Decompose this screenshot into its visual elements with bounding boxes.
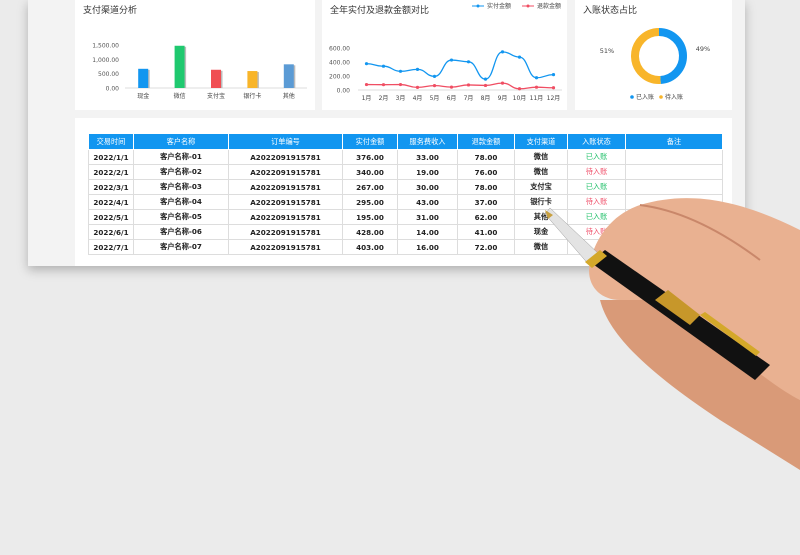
y-tick-label: 0.00: [106, 86, 120, 93]
legend-marker: [630, 95, 634, 99]
donut-slice-已入账: [658, 28, 687, 84]
data-point: [517, 55, 522, 59]
table-row: 2022/2/1 客户名称-02 A2022091915781 340.00 19.00…: [88, 164, 723, 180]
table-row: 2022/3/1 客户名称-03 A2022091915781 267.00 30.00…: [88, 179, 723, 195]
column-header[interactable]: 服务费收入: [397, 133, 458, 150]
x-tick-label: 现金: [137, 92, 149, 100]
bar-chart-card: 支付渠道分析 0.00 500.00 1,000.00 1,500.00 现金 微信 支付宝…: [75, 0, 315, 110]
data-point: [500, 81, 505, 85]
x-tick-label: 10月: [513, 95, 527, 102]
y-tick-label: 600.00: [329, 46, 350, 53]
data-point: [449, 85, 454, 89]
x-tick-label: 银行卡: [243, 92, 261, 100]
y-tick-label: 1,000.00: [92, 57, 119, 64]
data-point: [364, 82, 369, 87]
bar-现金: [138, 68, 149, 88]
donut-chart-card: 入账状态占比 49% 已入账 51% 待入账: [575, 0, 732, 110]
x-tick-label: 其他: [283, 92, 295, 100]
data-point: [398, 69, 403, 73]
bar-微信: [174, 45, 185, 88]
data-point: [432, 74, 437, 78]
series-line-实付金额: [366, 51, 554, 80]
x-tick-label: 3月: [396, 95, 406, 102]
data-point: [415, 85, 420, 90]
data-point: [398, 82, 403, 87]
data-point: [551, 73, 556, 77]
data-point: [500, 50, 505, 54]
legend-marker: [476, 4, 480, 8]
data-point: [364, 62, 369, 66]
x-tick-label: 7月: [464, 95, 474, 102]
column-header[interactable]: 入账状态: [567, 133, 626, 150]
donut-chart: 49% 已入账 51% 待入账: [600, 28, 710, 101]
x-tick-label: 1月: [362, 95, 372, 102]
data-point: [466, 60, 471, 64]
legend-label: 已入账: [636, 93, 654, 101]
legend-marker: [526, 4, 530, 8]
legend-label: 实付金额: [487, 2, 511, 10]
x-tick-label: 2月: [379, 95, 389, 102]
line-chart: 0.00 200.00 400.00 600.00 1月 2月 3月 4月 5月 6月 7月 8月 9月…: [329, 2, 562, 102]
line-chart-title: 全年实付及退款金额对比: [330, 6, 430, 16]
transactions-table: 交易时间 客户名称 订单编号 实付金额 服务费收入 退款金额 支付渠道 入账状态 备注 2022/…: [88, 133, 723, 255]
y-tick-label: 0.00: [337, 88, 351, 95]
column-header[interactable]: 订单编号: [228, 133, 343, 150]
data-point: [466, 83, 471, 87]
column-header[interactable]: 交易时间: [88, 133, 134, 150]
y-tick-label: 500.00: [98, 71, 119, 78]
table-cell[interactable]: A2022091915781: [228, 239, 343, 255]
data-point: [449, 58, 454, 62]
x-tick-label: 11月: [530, 95, 544, 102]
data-point: [517, 87, 522, 91]
column-header[interactable]: 实付金额: [342, 133, 398, 150]
donut-label: 51%: [600, 47, 614, 55]
x-tick-label: 支付宝: [207, 92, 225, 100]
bar-chart-title: 支付渠道分析: [83, 6, 138, 16]
donut-chart-title: 入账状态占比: [583, 6, 638, 16]
y-tick-label: 400.00: [329, 60, 350, 67]
donut-slice-待入账: [631, 28, 661, 84]
bar-chart: 0.00 500.00 1,000.00 1,500.00 现金 微信 支付宝 银行卡 其他: [92, 43, 307, 100]
table-cell[interactable]: 客户名称-07: [133, 239, 229, 255]
x-tick-label: 微信: [174, 92, 186, 100]
donut-label: 49%: [696, 45, 710, 53]
y-tick-label: 1,500.00: [92, 43, 119, 50]
data-point: [415, 67, 420, 71]
data-point: [432, 84, 437, 88]
bar-支付宝: [211, 69, 221, 88]
bar-银行卡: [247, 71, 258, 88]
series-line-退款金额: [366, 82, 554, 90]
x-tick-label: 5月: [430, 95, 440, 102]
column-header[interactable]: 支付渠道: [514, 133, 568, 150]
table-cell[interactable]: 微信: [514, 239, 568, 255]
data-point: [381, 64, 386, 68]
legend-label: 待入账: [665, 93, 683, 101]
x-tick-label: 4月: [413, 95, 423, 102]
x-tick-label: 8月: [481, 95, 491, 102]
data-point: [381, 83, 386, 87]
data-point: [534, 76, 539, 80]
bar-其他: [283, 64, 294, 88]
data-point: [483, 77, 488, 81]
data-point: [483, 83, 488, 88]
legend-marker: [659, 95, 663, 99]
x-tick-label: 12月: [547, 95, 561, 102]
y-tick-label: 200.00: [329, 74, 350, 81]
line-chart-card: 全年实付及退款金额对比 0.00 200.00 400.00 600.00 1月 2月 3月…: [322, 0, 567, 110]
table-cell[interactable]: 16.00: [397, 239, 458, 255]
data-point: [551, 86, 556, 90]
x-tick-label: 9月: [498, 95, 508, 102]
x-tick-label: 6月: [447, 95, 457, 102]
legend-label: 退款金额: [537, 2, 561, 10]
data-point: [534, 85, 539, 89]
